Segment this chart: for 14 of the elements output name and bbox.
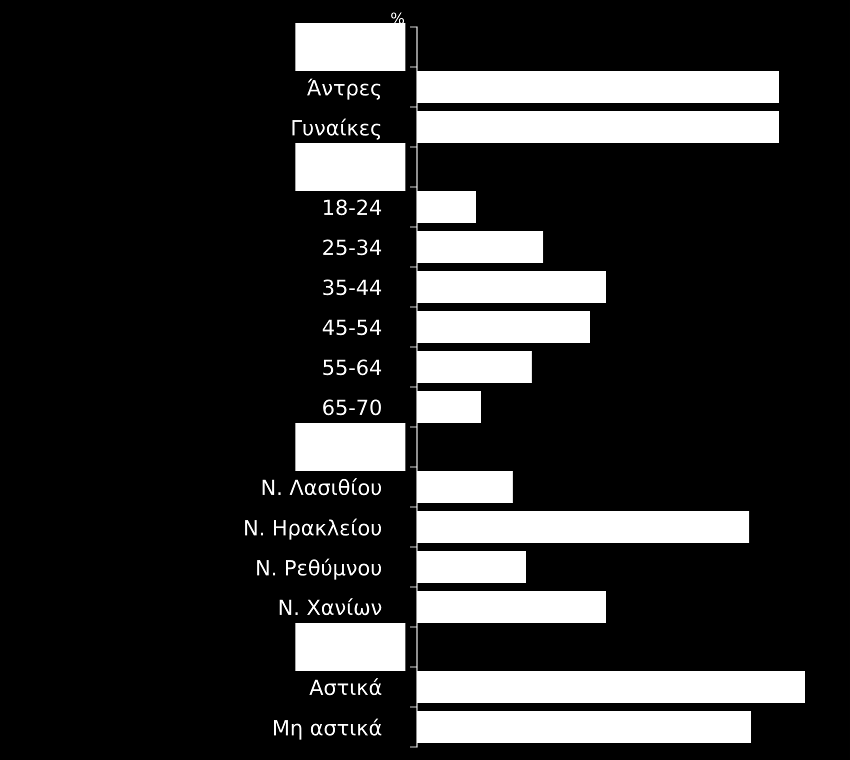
y-tick-label: Γυναίκες — [292, 118, 380, 140]
y-tick-label: 45-54 — [322, 320, 382, 336]
y-tick-label: Ν. Ρεθύμνου — [257, 558, 382, 580]
y-tick-label: Μη αστικά — [274, 718, 382, 740]
y-tick-label: 65-70 — [323, 399, 381, 416]
y-tick-label: Ν. Λασιθίου — [262, 478, 382, 496]
y-tick-label: 55-64 — [323, 359, 382, 376]
y-tick-label: Άντρες — [307, 78, 380, 100]
y-tick-label: Ν. Χανίων — [280, 598, 382, 616]
y-tick-label: 25-34 — [323, 239, 382, 256]
y-tick-label: Ν. Ηρακλείου — [245, 518, 382, 540]
y-tick-label: 18-24 — [324, 199, 382, 216]
y-tick-label: 35-44 — [323, 279, 382, 296]
y-tick-label: Αστικά — [309, 678, 382, 696]
